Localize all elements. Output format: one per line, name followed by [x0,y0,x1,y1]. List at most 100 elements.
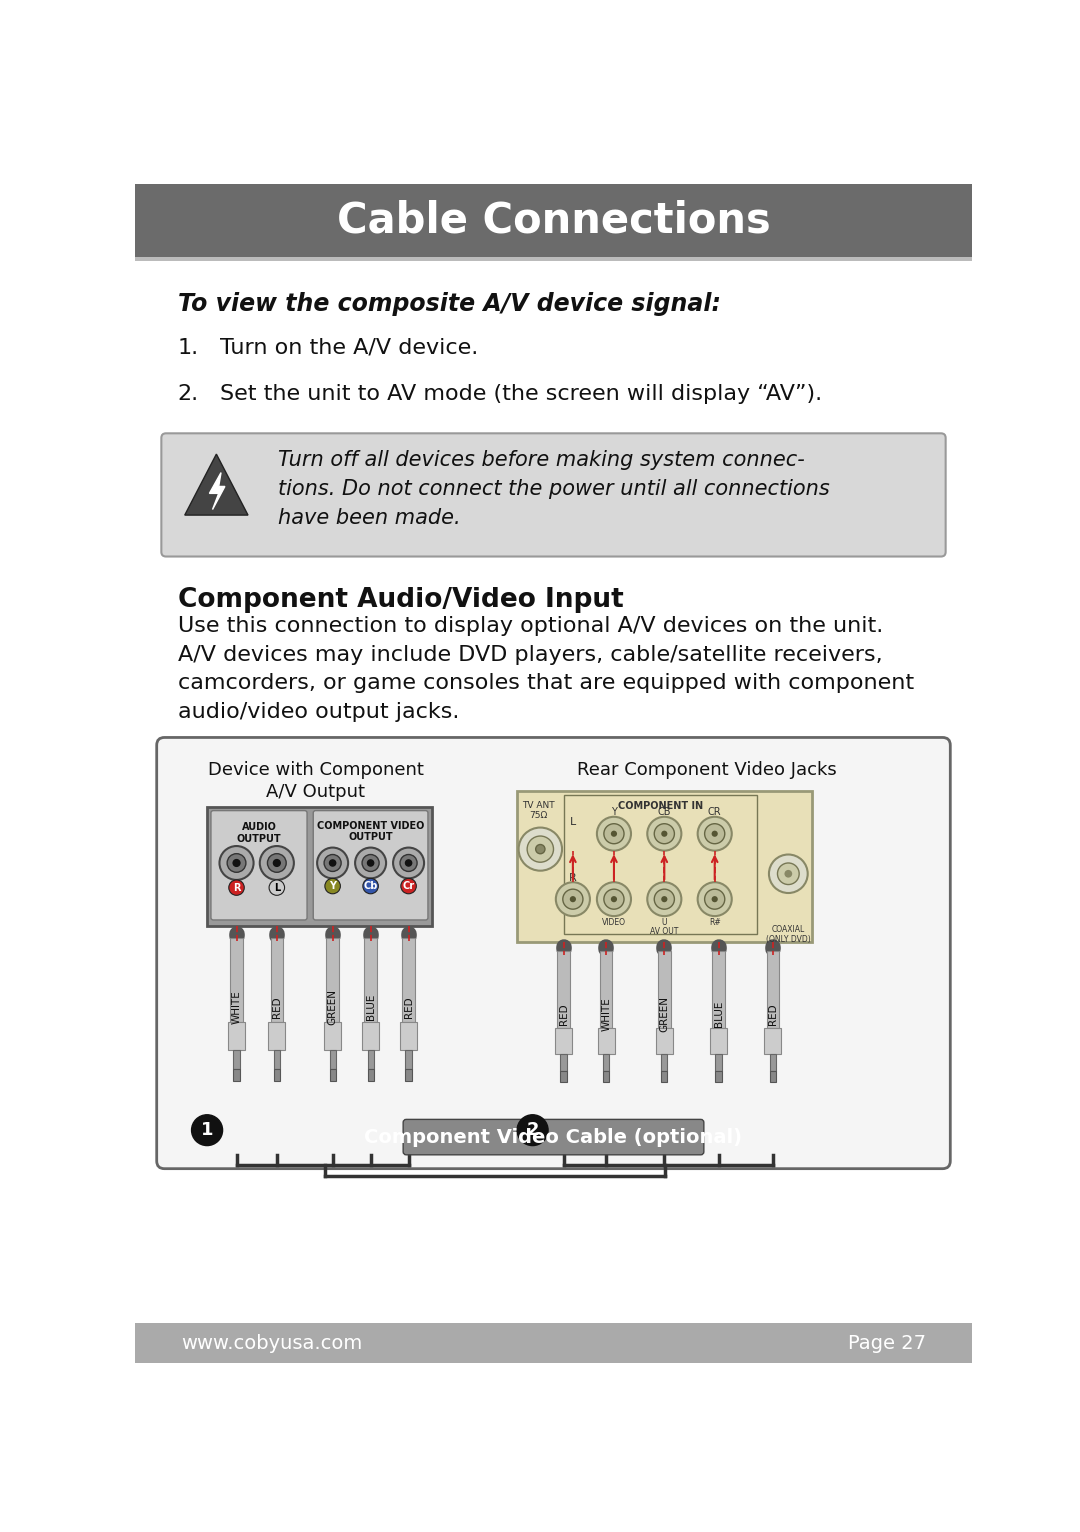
Circle shape [604,824,624,844]
Text: R: R [233,882,240,893]
FancyBboxPatch shape [135,1324,972,1363]
Text: GREEN: GREEN [659,996,670,1033]
Polygon shape [185,453,248,515]
Circle shape [329,859,336,866]
Text: VIDEO: VIDEO [602,918,626,927]
FancyBboxPatch shape [770,1071,775,1082]
FancyBboxPatch shape [555,1028,572,1054]
Text: WHITE: WHITE [231,990,242,1023]
FancyBboxPatch shape [313,810,428,919]
FancyBboxPatch shape [770,1054,775,1071]
Text: COMPONENT IN: COMPONENT IN [618,801,703,812]
Text: CB: CB [658,807,671,817]
Text: BLUE: BLUE [366,994,376,1020]
Text: Device with Component
A/V Output: Device with Component A/V Output [207,760,423,801]
Text: COAXIAL
(ONLY DVD): COAXIAL (ONLY DVD) [766,925,811,944]
Text: To view the composite A/V device signal:: To view the composite A/V device signal: [177,291,720,316]
Text: CR: CR [707,807,721,817]
FancyBboxPatch shape [767,951,779,1028]
FancyBboxPatch shape [564,795,757,935]
FancyBboxPatch shape [403,938,415,1022]
Circle shape [362,855,379,872]
Circle shape [654,889,674,908]
FancyBboxPatch shape [364,938,377,1022]
Circle shape [191,1115,222,1146]
FancyBboxPatch shape [367,1069,374,1082]
FancyBboxPatch shape [326,938,339,1022]
FancyBboxPatch shape [603,1054,609,1071]
Circle shape [769,855,808,893]
FancyBboxPatch shape [765,1028,781,1054]
Circle shape [517,1115,548,1146]
FancyBboxPatch shape [405,1049,411,1069]
FancyBboxPatch shape [715,1071,721,1082]
Circle shape [227,853,246,872]
FancyBboxPatch shape [656,1028,673,1054]
Text: RED: RED [272,996,282,1017]
FancyBboxPatch shape [329,1069,336,1082]
Text: Cr: Cr [403,881,415,892]
Circle shape [324,855,341,872]
Circle shape [704,889,725,908]
Circle shape [661,830,667,836]
Circle shape [647,817,681,850]
Text: Turn on the A/V device.: Turn on the A/V device. [220,339,478,358]
FancyBboxPatch shape [557,951,570,1028]
FancyBboxPatch shape [597,1028,615,1054]
Text: COMPONENT VIDEO
OUTPUT: COMPONENT VIDEO OUTPUT [316,821,424,843]
Circle shape [611,896,617,902]
FancyBboxPatch shape [157,737,950,1169]
FancyBboxPatch shape [273,1049,280,1069]
Circle shape [698,817,732,850]
Circle shape [698,882,732,916]
Circle shape [778,863,799,884]
Circle shape [704,824,725,844]
Circle shape [570,896,576,902]
FancyBboxPatch shape [268,1022,285,1049]
FancyBboxPatch shape [710,1028,727,1054]
FancyBboxPatch shape [658,951,671,1028]
Circle shape [233,859,240,867]
Circle shape [268,853,286,872]
Text: Y: Y [611,807,617,817]
Text: WHITE: WHITE [602,997,611,1031]
Text: GREEN: GREEN [327,990,338,1025]
Text: www.cobyusa.com: www.cobyusa.com [181,1334,363,1353]
Circle shape [647,882,681,916]
FancyBboxPatch shape [207,807,432,927]
FancyBboxPatch shape [367,1049,374,1069]
Circle shape [604,889,624,908]
Text: Set the unit to AV mode (the screen will display “AV”).: Set the unit to AV mode (the screen will… [220,385,822,404]
FancyBboxPatch shape [661,1054,667,1071]
FancyBboxPatch shape [230,938,243,1022]
FancyBboxPatch shape [233,1049,240,1069]
Circle shape [260,846,294,879]
Circle shape [363,878,378,893]
Circle shape [355,847,387,878]
Circle shape [784,870,793,878]
Text: Y: Y [329,881,336,892]
Circle shape [597,882,631,916]
Circle shape [273,859,280,867]
FancyBboxPatch shape [135,257,972,260]
FancyBboxPatch shape [713,951,725,1028]
FancyBboxPatch shape [211,810,307,919]
Text: Component Video Cable (optional): Component Video Cable (optional) [365,1128,743,1146]
FancyBboxPatch shape [324,1022,341,1049]
Circle shape [405,859,411,866]
Text: Component Audio/Video Input: Component Audio/Video Input [177,587,623,613]
Text: Turn off all devices before making system connec-
tions. Do not connect the powe: Turn off all devices before making syste… [279,450,831,527]
Circle shape [518,827,562,870]
Circle shape [563,889,583,908]
Text: RED: RED [768,1003,778,1025]
Circle shape [219,846,254,879]
Text: L: L [570,817,576,827]
Polygon shape [210,472,225,510]
Text: Rear Component Video Jacks: Rear Component Video Jacks [577,760,837,778]
Text: 1: 1 [201,1121,214,1140]
Circle shape [536,844,545,853]
Text: 1.: 1. [177,339,199,358]
Circle shape [527,836,554,863]
Text: 2.: 2. [177,385,199,404]
Text: R: R [569,873,577,884]
